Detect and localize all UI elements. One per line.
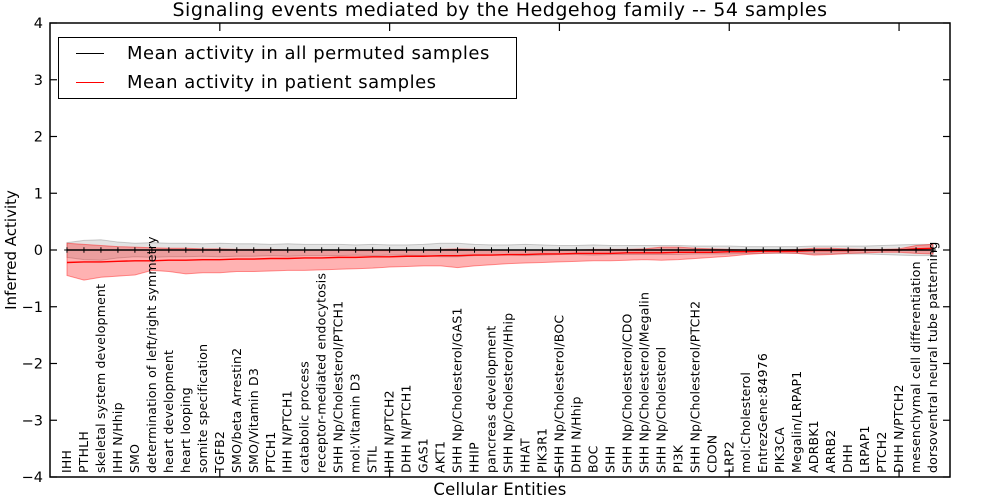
y-tick-label: 1 bbox=[34, 186, 43, 202]
x-tick-label: mol:Cholesterol bbox=[738, 372, 753, 473]
x-tick-label: skeletal system development bbox=[93, 284, 108, 473]
patient-line bbox=[66, 247, 934, 264]
legend: Mean activity in all permuted samples Me… bbox=[58, 37, 517, 99]
x-tick-label: SMO bbox=[127, 444, 142, 473]
x-tick-label: SHH Np/Cholesterol/CDO bbox=[619, 313, 634, 473]
x-tick-label: SMO/Vitamin D3 bbox=[246, 368, 261, 473]
x-tick-label: mol:Vitamin D3 bbox=[348, 373, 363, 473]
x-tick-label: determination of left/right symmetry bbox=[144, 236, 159, 473]
x-tick-label: SMO/beta Arrestin2 bbox=[229, 348, 244, 473]
x-tick-label: HHIP bbox=[467, 442, 482, 473]
x-tick-label: TGFB2 bbox=[212, 431, 227, 474]
x-tick-label: SHH Np/Cholesterol/PTCH1 bbox=[331, 301, 346, 473]
x-tick-label: PIK3R1 bbox=[534, 428, 549, 473]
x-tick-label: PI3K bbox=[670, 444, 685, 473]
x-tick-label: IHH N/Hhip bbox=[110, 402, 125, 473]
x-tick-label: heart looping bbox=[178, 387, 193, 473]
legend-label-patient: Mean activity in patient samples bbox=[127, 72, 437, 93]
chart-title: Signaling events mediated by the Hedgeho… bbox=[172, 0, 828, 21]
x-tick-label: EntrezGene:84976 bbox=[755, 353, 770, 473]
x-tick-label: IHH N/PTCH1 bbox=[280, 390, 295, 473]
x-tick-label: IHH N/PTCH2 bbox=[382, 390, 397, 473]
x-tick-label: ADRBK1 bbox=[806, 420, 821, 473]
x-tick-label: PTCH1 bbox=[263, 431, 278, 473]
x-tick-label: PTCH2 bbox=[874, 431, 889, 473]
x-tick-label: GAS1 bbox=[416, 438, 431, 473]
x-tick-label: BOC bbox=[585, 445, 600, 473]
x-tick-label: SHH Np/Cholesterol/BOC bbox=[551, 315, 566, 473]
x-axis-label: Cellular Entities bbox=[433, 480, 567, 499]
x-tick-label: SHH Np/Cholesterol bbox=[653, 347, 668, 473]
y-tick-label: 2 bbox=[34, 130, 43, 146]
x-tick-label: SHH Np/Cholesterol/PTCH2 bbox=[687, 301, 702, 473]
x-tick-label: LRP2 bbox=[721, 441, 736, 473]
x-tick-label: catabolic process bbox=[297, 361, 312, 473]
x-tick-label: mesenchymal cell differentiation bbox=[908, 261, 923, 473]
x-tick-label: PTHLH bbox=[76, 431, 91, 473]
x-tick-label: receptor-mediated endocytosis bbox=[314, 273, 329, 473]
legend-label-permuted: Mean activity in all permuted samples bbox=[127, 43, 490, 64]
x-tick-label: CDON bbox=[704, 435, 719, 473]
x-tick-label: dorsoventral neural tube patterning bbox=[925, 242, 940, 474]
y-tick-label: −4 bbox=[22, 470, 43, 486]
x-tick-label: SHH bbox=[602, 446, 617, 473]
legend-item-patient: Mean activity in patient samples bbox=[59, 68, 516, 97]
x-tick-label: DHH N/PTCH2 bbox=[891, 384, 906, 473]
x-tick-label: SHH Np/Cholesterol/GAS1 bbox=[450, 307, 465, 473]
permuted-line-swatch bbox=[76, 53, 104, 54]
y-tick-label: −1 bbox=[22, 300, 43, 316]
x-tick-label: STIL bbox=[365, 446, 380, 473]
x-tick-label: SHH Np/Cholesterol/Megalin bbox=[636, 292, 651, 473]
y-tick-label: −2 bbox=[22, 357, 43, 373]
x-tick-label: SHH Np/Cholesterol/Hhip bbox=[500, 313, 515, 473]
permuted-markers bbox=[64, 247, 936, 253]
x-tick-label: Megalin/LRPAP1 bbox=[789, 371, 804, 473]
axes-frame bbox=[49, 22, 951, 478]
y-tick-label: −3 bbox=[22, 413, 43, 429]
x-tick-label: HHAT bbox=[517, 438, 532, 473]
x-tick-label: pancreas development bbox=[484, 325, 499, 473]
x-tick-label: PIK3CA bbox=[772, 427, 787, 473]
x-tick-label: ARRB2 bbox=[823, 430, 838, 473]
x-tick-label: heart development bbox=[161, 350, 176, 473]
x-tick-label: DHH N/PTCH1 bbox=[399, 384, 414, 473]
y-tick-label: 4 bbox=[34, 16, 43, 32]
x-tick-label: DHH bbox=[840, 444, 855, 473]
y-axis-label: Inferred Activity bbox=[2, 190, 20, 310]
y-tick-label: 3 bbox=[34, 73, 43, 89]
x-tick-label: LRPAP1 bbox=[857, 425, 872, 473]
x-tick-label: IHH bbox=[59, 450, 74, 473]
patient-line-swatch bbox=[76, 82, 104, 83]
x-tick-label: AKT1 bbox=[433, 441, 448, 473]
x-tick-label: DHH N/Hhip bbox=[568, 396, 583, 473]
legend-item-permuted: Mean activity in all permuted samples bbox=[59, 39, 516, 68]
x-tick-label: somite specification bbox=[195, 344, 210, 473]
y-tick-label: 0 bbox=[34, 243, 43, 259]
